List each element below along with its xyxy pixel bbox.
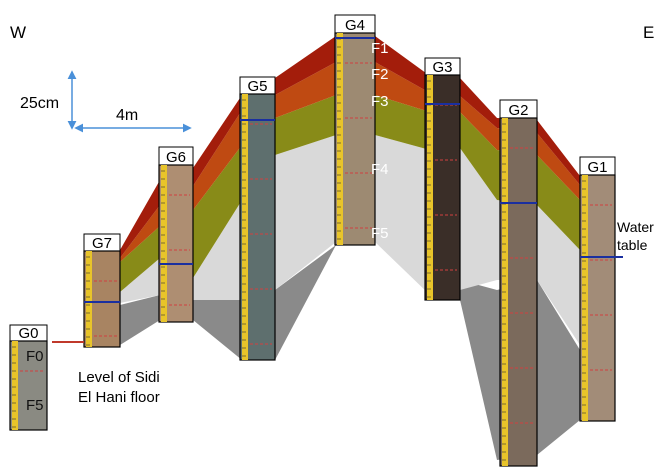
scale-bar: 25cm 4m — [20, 70, 192, 133]
measuring-tape — [337, 33, 343, 245]
water-table-label: Water table — [617, 219, 658, 253]
core-label: G5 — [247, 78, 267, 95]
core-label: G6 — [166, 149, 186, 166]
unit-label-f5: F5 — [371, 225, 389, 242]
core-g5: G5 — [239, 76, 276, 361]
cores: G0 F0 F5 G7 G6 G5 G4 F1 F2 F3 F4 F5 G3 G2 G1 — [9, 14, 623, 467]
core-g6: G6 — [158, 146, 194, 323]
core-label: G0 — [18, 325, 38, 342]
measuring-tape — [427, 75, 433, 300]
horizontal-scale-label: 4m — [116, 107, 138, 124]
layer-f5-band — [120, 245, 610, 460]
core-g3: G3 — [424, 57, 461, 301]
unit-label-f4: F4 — [371, 161, 389, 178]
unit-label-f5: F5 — [26, 397, 44, 414]
east-label: E — [643, 23, 654, 42]
measuring-tape — [86, 251, 92, 347]
core-label: G2 — [508, 102, 528, 119]
core-label: G7 — [92, 235, 112, 252]
measuring-tape — [12, 341, 18, 430]
core-label: G3 — [432, 59, 452, 76]
core-label: G4 — [345, 17, 365, 34]
unit-label-f0: F0 — [26, 348, 44, 365]
unit-label-f2: F2 — [371, 66, 389, 83]
unit-label-f1: F1 — [371, 40, 389, 57]
measuring-tape — [161, 165, 167, 322]
west-label: W — [10, 23, 26, 42]
measuring-tape — [582, 175, 588, 421]
core-g7: G7 — [83, 233, 121, 348]
core-g4: G4 F1 F2 F3 F4 F5 — [334, 14, 389, 246]
core-g2: G2 — [499, 99, 538, 467]
core-label: G1 — [587, 159, 607, 176]
measuring-tape — [242, 94, 248, 360]
core-g1: G1 — [579, 156, 623, 422]
unit-label-f3: F3 — [371, 93, 389, 110]
core-g0: G0 F0 F5 — [9, 324, 48, 431]
vertical-scale-label: 25cm — [20, 95, 59, 112]
floor-level-label: Level of Sidi El Hani floor — [78, 369, 164, 406]
